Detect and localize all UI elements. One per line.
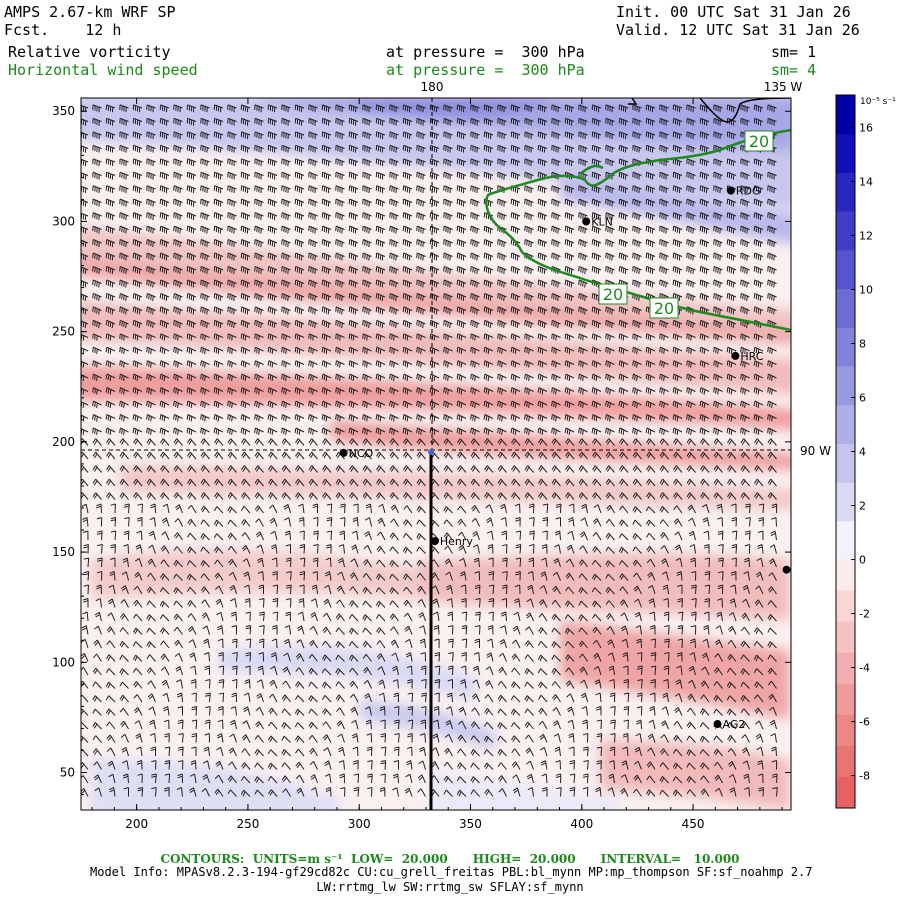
valid-time: Valid. 12 UTC Sat 31 Jan 26 [616, 21, 860, 39]
wind-speed-contour [485, 128, 791, 332]
colorbar-tick-label: 4 [859, 446, 866, 459]
field2-level: at pressure = 300 hPa [386, 61, 585, 79]
contour-label: 20 [749, 132, 769, 151]
cross-section-marker [428, 449, 434, 455]
contour-info: CONTOURS: UNITS=m s⁻¹ LOW= 20.000 HIGH= … [160, 852, 740, 866]
x-tick-label: 400 [570, 817, 593, 831]
colorbar-tick-label: 8 [859, 337, 866, 350]
station-label: NCO [349, 447, 374, 460]
field2-name: Horizontal wind speed [8, 61, 198, 79]
station-label: HRC [740, 350, 763, 363]
colorbar-tick-label: 12 [859, 229, 873, 242]
station-dot [713, 720, 722, 729]
wind-barbs [81, 104, 778, 797]
x-tick-label: 200 [125, 817, 148, 831]
station-dot [726, 186, 735, 195]
contour-label: 20 [654, 299, 674, 318]
station-dot [731, 351, 740, 360]
y-tick-label: 50 [60, 766, 75, 780]
forecast-hour: Fcst. 12 h [4, 21, 122, 39]
coastline [628, 98, 791, 123]
y-tick-label: 350 [52, 104, 75, 118]
vorticity-colorbar: 16 14 12 10 8 6 4 2 0 -2 -4 -6 -8 [835, 94, 873, 809]
y-tick-label: 200 [52, 435, 75, 449]
field1-level: at pressure = 300 hPa [386, 43, 585, 61]
field2-smoothing: sm= 4 [771, 61, 817, 79]
axes: 200 250 300 350 400 450 350 300 250 200 150 100 50 [52, 98, 791, 831]
station-dot [430, 537, 439, 546]
x-tick-label: 300 [348, 817, 371, 831]
meridian-label-135w: 135 W [764, 80, 803, 94]
colorbar-tick-label: 10 [859, 283, 873, 296]
x-tick-label: 350 [459, 817, 482, 831]
plot-frame [80, 97, 792, 811]
station-dot [582, 217, 591, 226]
station-label: Henry [440, 535, 474, 548]
y-tick-label: 150 [52, 545, 75, 559]
y-tick-label: 300 [52, 214, 75, 228]
init-time: Init. 00 UTC Sat 31 Jan 26 [616, 3, 851, 21]
field1-name: Relative vorticity [8, 43, 171, 61]
y-tick-label: 250 [52, 325, 75, 339]
y-tick-label: 100 [52, 655, 75, 669]
meridian-label-90w: 90 W [800, 444, 831, 458]
field1-smoothing: sm= 1 [771, 43, 817, 61]
colorbar-tick-label: 6 [859, 391, 866, 404]
colorbar-tick-label: 0 [859, 554, 866, 567]
colorbar-tick-label: -6 [859, 716, 870, 729]
x-tick-label: 250 [236, 817, 259, 831]
meridian-label-180: 180 [421, 80, 444, 94]
station-dot [782, 565, 791, 574]
station-markers: RDG KLN HRC NCO Henry AG2 [339, 185, 791, 731]
colorbar-tick-label: 16 [859, 121, 873, 134]
station-dot [339, 448, 348, 457]
contour-labels: 20 20 20 [598, 130, 774, 319]
colorbar-tick-label: -8 [859, 770, 870, 783]
station-label: RDG [736, 185, 761, 198]
station-label: AG2 [723, 718, 746, 731]
colorbar-tick-label: -2 [859, 608, 870, 621]
colorbar-unit: 10⁻⁵ s⁻¹ [860, 97, 896, 107]
model-title: AMPS 2.67-km WRF SP [4, 3, 176, 21]
model-info-physics: LW:rrtmg_lw SW:rrtmg_sw SFLAY:sf_mynn [316, 880, 584, 894]
vorticity-field [81, 98, 791, 810]
contour-label: 20 [603, 285, 623, 304]
station-label: KLN [591, 215, 613, 228]
colorbar-tick-label: 14 [859, 175, 873, 188]
colorbar-tick-label: 2 [859, 500, 866, 513]
x-tick-label: 450 [682, 817, 705, 831]
model-info: Model Info: MPASv8.2.3-194-gf29cd82c CU:… [90, 865, 813, 879]
colorbar-tick-label: -4 [859, 662, 870, 675]
